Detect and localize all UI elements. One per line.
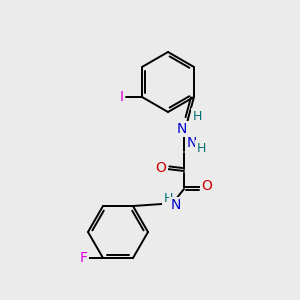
Text: H: H: [192, 110, 202, 122]
Text: O: O: [202, 179, 212, 193]
Text: H: H: [163, 193, 173, 206]
Text: N: N: [187, 136, 197, 150]
Text: N: N: [171, 198, 181, 212]
Text: H: H: [196, 142, 206, 154]
Text: N: N: [177, 122, 187, 136]
Text: O: O: [155, 161, 167, 175]
Text: F: F: [80, 251, 88, 265]
Text: I: I: [120, 90, 124, 104]
